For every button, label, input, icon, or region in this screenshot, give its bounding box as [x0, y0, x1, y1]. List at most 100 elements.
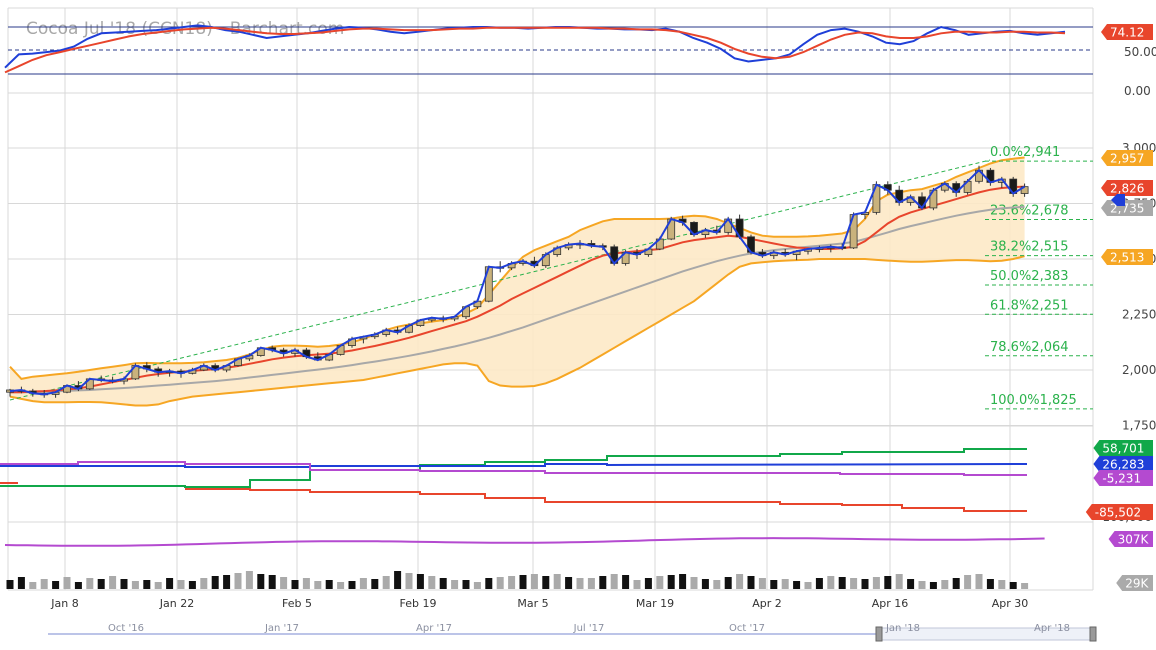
volume-bar [690, 577, 698, 589]
volume-bar [736, 574, 744, 589]
date-axis-label: Mar 5 [517, 597, 548, 610]
volume-bar [861, 579, 869, 589]
cot-small-spec-line [0, 461, 1027, 476]
value-tag-text: 29K [1125, 577, 1149, 591]
volume-bar [496, 577, 504, 589]
volume-bar [416, 574, 424, 589]
volume-bar [610, 574, 618, 589]
volume-bar [975, 574, 983, 589]
volume-bar [907, 579, 915, 589]
price-tick-label: 1,750 [1122, 419, 1156, 433]
band-lower-line [9, 255, 1025, 407]
value-tag-text: 2,826 [1110, 182, 1144, 196]
navigator-date-label: Oct '17 [729, 623, 765, 634]
fib-level-label: 0.0%2,941 [990, 145, 1060, 160]
value-tag-cot-green [1093, 440, 1153, 456]
volume-bar [428, 576, 436, 589]
value-tag-cot-red [1085, 504, 1153, 520]
volume-bar [371, 579, 379, 589]
volume-bar [553, 574, 561, 589]
navigator-date-label: Jan '17 [264, 623, 299, 634]
volume-bar [359, 578, 367, 589]
volume-bar [405, 573, 413, 589]
value-tag-ma-slow-value [1101, 200, 1153, 216]
navigator[interactable]: Oct '16 Jan '17 Apr '17 Jul '17 Oct '17 Jan '… [48, 623, 1097, 642]
volume-bar [713, 580, 721, 589]
fib-trend-line [9, 159, 991, 401]
navigator-date-label: Jan '18 [885, 623, 920, 634]
volume-bar [815, 578, 823, 589]
value-tag-text: 74.12 [1110, 26, 1144, 40]
volume-bar [884, 576, 892, 589]
volume-bar [986, 579, 994, 589]
volume-bar [97, 579, 105, 589]
price-panel: 0.0%2,941 23.6%2,678 38.2%2,515 50.0%2,383 6… [6, 141, 1156, 433]
volume-bar [211, 576, 219, 589]
volume-bar [952, 578, 960, 589]
value-tag-text: 58,701 [1102, 442, 1144, 456]
value-tag-text: -85,502 [1095, 506, 1141, 520]
navigator-date-label: Oct '16 [108, 623, 144, 634]
value-tag-text: -5,231 [1102, 472, 1141, 486]
volume-bar [599, 576, 607, 589]
volume-bar [223, 575, 231, 589]
value-tag-text: 2,957 [1110, 152, 1144, 166]
volume-bar [257, 574, 265, 589]
volume-bar [234, 573, 242, 589]
value-tags: 74.122,9572,8262,7352,51358,70126,283-5,… [1085, 24, 1153, 591]
value-tag-cot-blue [1093, 456, 1153, 472]
value-tag-band-lower [1101, 249, 1153, 265]
navigator-right-handle[interactable] [1089, 626, 1097, 642]
value-tag-stoch [1101, 24, 1153, 40]
volume-bar [120, 579, 128, 589]
volume-bar [793, 581, 801, 589]
volume-bar [280, 577, 288, 589]
volume-bar [781, 579, 789, 589]
fib-level-label: 23.6%2,678 [990, 203, 1069, 218]
volume-bar [747, 576, 755, 589]
volume-bar [188, 581, 196, 589]
volume-bar [918, 581, 926, 589]
date-axis-label: Apr 16 [872, 597, 909, 610]
volume-bar [200, 578, 208, 589]
volume-bar [964, 575, 972, 589]
volume-bar [143, 580, 151, 589]
volume-bar [508, 576, 516, 589]
volume-bar [724, 577, 732, 589]
date-axis-label: Feb 19 [400, 597, 437, 610]
volume-bar [473, 582, 481, 589]
date-axis-label: Jan 22 [159, 597, 194, 610]
volume-bar [337, 582, 345, 589]
value-tag-cot-purple [1093, 470, 1153, 486]
volume-bar [302, 578, 310, 589]
volume-bar [644, 578, 652, 589]
value-tag-text: 2,513 [1110, 251, 1144, 265]
volume-bar [40, 579, 48, 589]
date-axis: Jan 8 Jan 22 Feb 5 Feb 19 Mar 5 Mar 19 Apr 2 Ap… [50, 597, 1028, 610]
volume-bar [109, 576, 117, 589]
volume-bar [998, 580, 1006, 589]
volume-bar [576, 578, 584, 589]
volume-bar [74, 582, 82, 589]
volume-bar [1009, 582, 1017, 589]
fib-level-label: 61.8%2,251 [990, 298, 1069, 313]
value-tag-volume [1116, 575, 1153, 591]
volume-bar [29, 582, 37, 589]
volume-bar [86, 578, 94, 589]
date-axis-label: Mar 19 [636, 597, 674, 610]
value-tag-text: 307K [1118, 533, 1150, 547]
band-fill [10, 157, 1025, 406]
volume-bar [382, 576, 390, 589]
navigator-left-handle[interactable] [875, 626, 883, 642]
value-tag-band-upper [1101, 150, 1153, 166]
volume-bar [758, 578, 766, 589]
date-axis-label: Apr 30 [992, 597, 1029, 610]
volume-bar [17, 577, 25, 589]
cot-commercial-line [0, 448, 1027, 488]
volume-bar [131, 581, 139, 589]
volume-bar [63, 577, 71, 589]
volume-bar [177, 580, 185, 589]
volume-bar [838, 577, 846, 589]
volume-bar [394, 571, 402, 589]
